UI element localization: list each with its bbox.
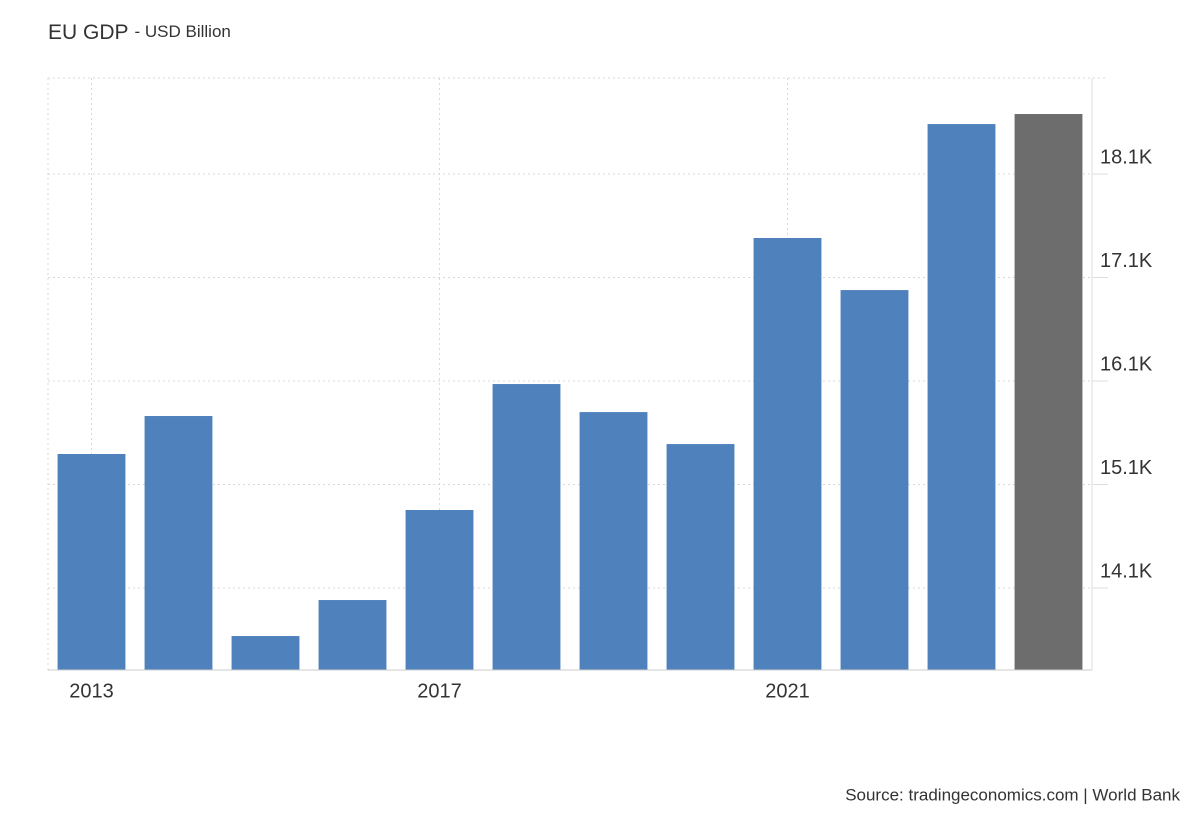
y-tick-label: 16.1K xyxy=(1100,353,1153,375)
y-tick-label: 15.1K xyxy=(1100,457,1153,479)
bar xyxy=(405,509,474,670)
bar xyxy=(1014,114,1083,670)
bar xyxy=(579,412,648,670)
bar xyxy=(753,238,822,670)
bar xyxy=(231,636,300,670)
bar xyxy=(318,600,387,670)
bar xyxy=(144,416,213,670)
y-tick-label: 17.1K xyxy=(1100,250,1153,272)
title: EU GDP xyxy=(48,21,129,44)
source: Source: tradingeconomics.com | World Ban… xyxy=(845,785,1180,804)
y-tick-label: 14.1K xyxy=(1100,560,1153,582)
y-tick-label: 18.1K xyxy=(1100,146,1153,168)
x-tick-label: 2021 xyxy=(765,680,810,702)
bar xyxy=(927,124,996,670)
x-tick-label: 2013 xyxy=(69,680,114,702)
bar xyxy=(492,384,561,670)
bar xyxy=(57,454,126,670)
chart-title: EU GDP - USD Billion xyxy=(48,21,231,44)
x-tick-label: 2017 xyxy=(417,680,462,702)
bar xyxy=(840,290,909,670)
subtitle: - USD Billion xyxy=(135,22,231,41)
bar xyxy=(666,444,735,670)
